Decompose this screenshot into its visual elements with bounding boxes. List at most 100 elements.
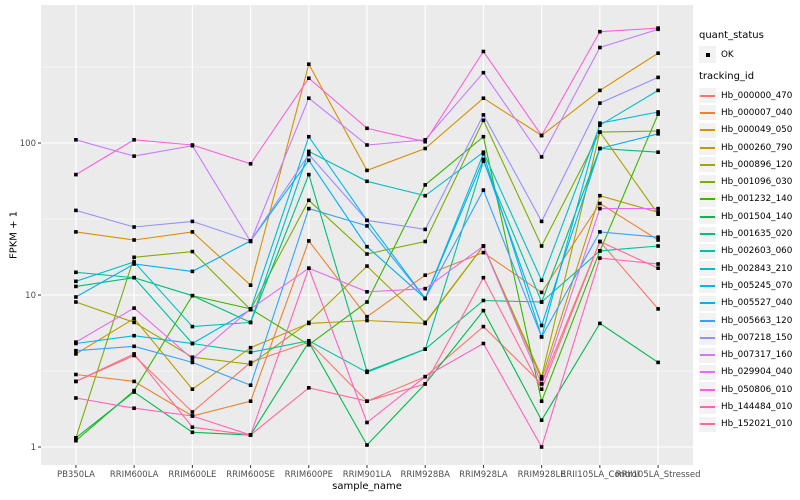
legend-key-box — [699, 243, 716, 259]
legend-item-label: Hb_001096_030 — [721, 177, 793, 188]
legend-line-swatch — [700, 405, 715, 408]
legend-item-ok-label: OK — [721, 49, 734, 60]
legend-key-box — [699, 191, 716, 207]
data-point — [307, 158, 311, 163]
data-point — [365, 224, 369, 228]
data-point — [190, 324, 195, 329]
data-point — [598, 230, 602, 234]
legend-item-Hb_000007_040: Hb_000007_040 — [699, 104, 799, 121]
x-tick-label: RRIM928BA — [400, 470, 450, 480]
data-point — [307, 96, 311, 100]
data-point — [656, 206, 660, 211]
data-point — [307, 76, 311, 80]
data-point — [481, 188, 486, 192]
legend-line-swatch — [700, 319, 715, 322]
legend-item-Hb_001635_020: Hb_001635_020 — [699, 225, 799, 242]
legend-key-box — [699, 140, 716, 156]
legend-item-label: Hb_152021_010 — [721, 419, 793, 430]
legend-line-swatch — [700, 181, 715, 184]
data-point — [190, 341, 195, 346]
data-point — [656, 244, 660, 248]
legend-item-Hb_002843_210: Hb_002843_210 — [699, 260, 799, 277]
data-point — [365, 244, 369, 249]
data-point — [248, 362, 253, 367]
legend-item-label: Hb_000007_040 — [721, 107, 793, 118]
data-point — [190, 410, 195, 414]
data-point — [132, 275, 136, 280]
data-point — [656, 262, 660, 266]
data-point — [132, 320, 136, 325]
data-point — [365, 300, 369, 304]
data-point — [365, 314, 369, 319]
legend-item-label: Hb_002603_060 — [721, 246, 793, 257]
legend-item-label: Hb_001635_020 — [721, 229, 793, 240]
data-point — [656, 266, 660, 270]
data-point — [481, 118, 486, 123]
data-point — [132, 238, 136, 242]
legend-item-label: Hb_005527_040 — [721, 298, 793, 309]
data-point — [307, 149, 311, 154]
data-point — [365, 399, 369, 403]
data-point — [656, 88, 660, 93]
data-point — [307, 343, 311, 347]
data-point — [190, 414, 195, 418]
data-point — [132, 306, 136, 310]
data-point — [190, 430, 195, 435]
legend-key-box — [699, 399, 716, 415]
x-axis-title: sample_name — [332, 481, 402, 492]
data-point — [132, 379, 136, 384]
data-point — [539, 133, 544, 138]
data-point — [656, 238, 660, 242]
data-point — [598, 321, 602, 326]
data-point — [656, 210, 660, 215]
legend-key-box — [699, 105, 716, 121]
data-point — [539, 300, 544, 304]
legend-key-box — [699, 157, 716, 173]
data-point — [423, 374, 427, 379]
data-point — [539, 418, 544, 422]
legend-line-swatch — [700, 354, 715, 357]
y-axis-title: FPKM + 1 — [8, 210, 20, 260]
data-point — [656, 235, 660, 239]
data-point — [365, 126, 369, 131]
legend-item-Hb_001096_030: Hb_001096_030 — [699, 173, 799, 190]
data-point — [365, 318, 369, 323]
data-point — [539, 374, 544, 379]
data-point — [481, 70, 486, 75]
data-point — [190, 219, 195, 224]
data-point — [423, 382, 427, 386]
data-point — [132, 255, 136, 260]
data-point — [365, 143, 369, 147]
data-point — [132, 138, 136, 142]
legend-line-swatch — [700, 267, 715, 270]
data-point — [190, 360, 195, 365]
data-point — [74, 348, 78, 353]
data-point — [481, 341, 486, 346]
data-point — [190, 230, 195, 234]
data-point — [248, 307, 253, 311]
legend-item-Hb_000896_120: Hb_000896_120 — [699, 156, 799, 173]
data-point — [423, 183, 427, 187]
legend-item-Hb_029904_040: Hb_029904_040 — [699, 364, 799, 381]
legend-key-box — [699, 382, 716, 398]
data-point — [248, 399, 253, 403]
data-point — [598, 193, 602, 198]
data-point — [248, 162, 253, 166]
data-point — [598, 29, 602, 34]
data-point — [365, 264, 369, 268]
y-tick-label: 100 — [20, 139, 36, 149]
data-point — [423, 139, 427, 144]
data-point — [656, 75, 660, 80]
data-point — [190, 425, 195, 429]
data-point — [656, 307, 660, 311]
data-point — [481, 308, 486, 313]
data-point — [74, 138, 78, 142]
data-point — [539, 445, 544, 449]
data-point — [539, 399, 544, 403]
legend-line-swatch — [700, 163, 715, 166]
data-point — [132, 262, 136, 266]
data-point — [656, 110, 660, 114]
x-tick-label: RRII105LA_Control — [560, 470, 639, 480]
legend-title-tracking-id: tracking_id — [699, 71, 755, 82]
